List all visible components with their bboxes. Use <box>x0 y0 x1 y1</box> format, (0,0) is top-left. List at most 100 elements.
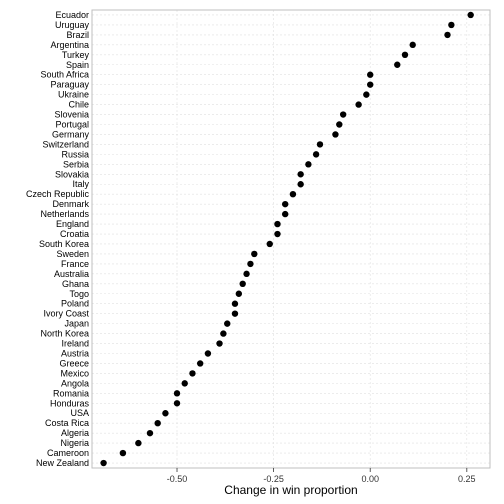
data-point <box>154 419 161 427</box>
category-label: Portugal <box>55 120 89 130</box>
category-label: Poland <box>61 299 89 309</box>
category-label: Germany <box>52 129 90 139</box>
x-tick-label: -0.25 <box>263 474 284 484</box>
data-point <box>394 61 401 68</box>
data-point <box>282 210 289 218</box>
data-point <box>467 11 474 19</box>
data-point <box>162 410 169 417</box>
category-label: Angola <box>61 378 89 388</box>
category-label: South Korea <box>39 239 89 249</box>
category-label: France <box>61 259 89 269</box>
data-point <box>266 240 273 248</box>
data-point <box>173 400 181 407</box>
category-label: Ecuador <box>55 10 89 20</box>
data-point <box>336 121 343 128</box>
category-label: Uruguay <box>55 20 90 30</box>
category-label: Chile <box>68 100 89 110</box>
data-point <box>173 390 181 397</box>
category-label: Cameroon <box>47 448 89 458</box>
category-label: Switzerland <box>42 139 89 149</box>
category-label: Italy <box>72 179 89 189</box>
category-label: Australia <box>54 269 89 279</box>
data-point <box>100 459 107 467</box>
data-point <box>181 380 188 387</box>
category-labels: EcuadorUruguayBrazilArgentinaTurkeySpain… <box>26 10 90 468</box>
data-point <box>216 340 223 347</box>
data-point <box>289 190 297 198</box>
x-axis-ticks: -0.50 -0.25 0.00 0.25 <box>167 468 476 484</box>
data-point <box>339 111 347 118</box>
category-label: Ghana <box>62 279 89 289</box>
category-label: Ivory Coast <box>43 309 89 319</box>
category-label: Mexico <box>60 368 89 378</box>
category-label: Ukraine <box>58 90 89 100</box>
data-point <box>239 280 246 288</box>
category-label: Denmark <box>52 199 89 209</box>
category-label: Czech Republic <box>26 189 90 199</box>
data-point <box>282 200 289 208</box>
data-point <box>332 131 339 138</box>
category-label: USA <box>70 408 89 418</box>
data-point <box>251 250 258 258</box>
grid-lines <box>92 10 490 468</box>
category-label: Austria <box>61 349 89 359</box>
category-label: Netherlands <box>40 209 89 219</box>
data-point <box>316 141 324 148</box>
category-label: Ireland <box>61 339 89 349</box>
category-label: Brazil <box>66 30 89 40</box>
data-points <box>100 11 474 467</box>
category-label: Algeria <box>61 428 89 438</box>
data-point <box>204 350 212 357</box>
data-point <box>367 71 374 78</box>
category-label: North Korea <box>40 329 89 339</box>
category-label: Togo <box>69 289 89 299</box>
x-tick-label: -0.50 <box>167 474 188 484</box>
data-point <box>367 81 374 88</box>
x-tick-label: 0.00 <box>361 474 379 484</box>
data-point <box>363 91 370 98</box>
data-point <box>196 360 204 367</box>
plot-panel <box>91 9 491 469</box>
data-point <box>444 31 451 39</box>
category-label: Croatia <box>60 229 89 239</box>
data-point <box>312 151 320 158</box>
category-label: England <box>56 219 89 229</box>
data-point <box>220 330 227 337</box>
category-label: Paraguay <box>50 80 89 90</box>
data-point <box>297 181 304 188</box>
data-point <box>243 270 250 278</box>
data-point <box>355 101 362 108</box>
category-label: South Africa <box>40 70 89 80</box>
category-label: Serbia <box>63 159 89 169</box>
category-label: Russia <box>61 149 89 159</box>
data-point <box>189 370 196 377</box>
data-point <box>274 230 281 238</box>
data-point <box>224 320 231 327</box>
data-point <box>448 21 455 29</box>
category-label: Japan <box>64 319 89 329</box>
category-label: New Zealand <box>36 458 89 468</box>
data-point <box>297 171 304 178</box>
data-point <box>274 220 281 228</box>
data-point <box>231 310 239 317</box>
data-point <box>409 41 416 49</box>
data-point <box>401 51 409 59</box>
data-point <box>231 300 239 307</box>
data-point <box>247 260 254 268</box>
x-axis-title: Change in win proportion <box>224 483 357 497</box>
data-point <box>135 439 142 447</box>
category-label: Slovenia <box>54 110 89 120</box>
category-label: Argentina <box>50 40 89 50</box>
data-point <box>235 290 243 297</box>
category-label: Spain <box>66 60 89 70</box>
category-label: Turkey <box>62 50 90 60</box>
category-label: Romania <box>53 388 89 398</box>
data-point <box>305 161 312 168</box>
category-label: Nigeria <box>60 438 89 448</box>
category-label: Slovakia <box>55 169 89 179</box>
category-label: Costa Rica <box>45 418 89 428</box>
x-tick-label: 0.25 <box>458 474 476 484</box>
data-point <box>146 429 154 437</box>
data-point <box>119 449 127 457</box>
